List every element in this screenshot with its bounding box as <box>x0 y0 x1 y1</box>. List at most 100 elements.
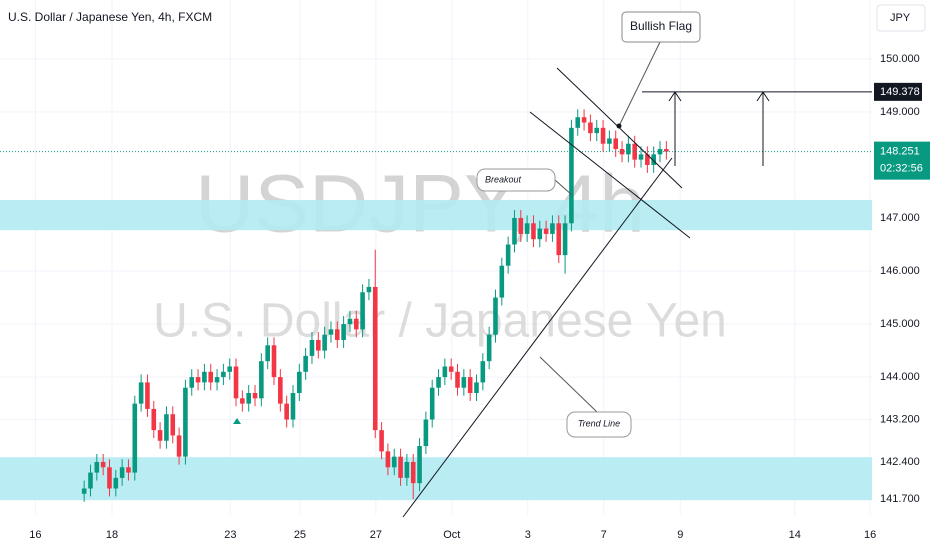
candle-body <box>398 456 403 478</box>
candle-body <box>328 329 334 335</box>
candle-body <box>391 456 397 468</box>
x-tick-label: 16 <box>864 529 876 541</box>
candle-body <box>543 228 549 234</box>
candle-body <box>119 467 125 478</box>
trend-line <box>402 157 673 518</box>
candle-body <box>183 387 188 457</box>
currency-button[interactable] <box>876 4 926 32</box>
candle-body <box>556 223 562 256</box>
candle-body <box>240 398 245 404</box>
candle-body <box>151 408 157 431</box>
candle-body <box>208 371 214 383</box>
x-tick-label: 25 <box>294 529 306 541</box>
candle-body <box>353 318 359 330</box>
candle-body <box>145 382 150 409</box>
currency: JPY <box>890 12 911 24</box>
candle-body <box>626 143 631 155</box>
candle-body <box>360 292 365 330</box>
x-tick-label: 16 <box>29 529 41 541</box>
candle-body <box>170 414 176 436</box>
target-arrowhead <box>756 91 770 102</box>
candle-body <box>233 366 239 399</box>
candle-body <box>505 244 511 266</box>
signal-marker <box>233 418 241 424</box>
candle-body <box>575 117 581 128</box>
candle-body <box>246 393 251 404</box>
x-tick-label: Oct <box>443 529 460 541</box>
candle-body <box>651 154 656 165</box>
x-tick-label: 9 <box>677 529 683 541</box>
candle-body <box>164 414 169 441</box>
flag-pointer-dot <box>616 123 622 129</box>
candle-body <box>126 467 131 473</box>
candle-body <box>81 488 87 494</box>
candle-body <box>632 143 637 160</box>
countdown: 02:32:56 <box>880 163 923 175</box>
candle-body <box>202 371 207 383</box>
support-zone <box>0 457 872 501</box>
candle-body <box>214 377 220 383</box>
candle-body <box>569 127 574 224</box>
last-price-box <box>874 141 930 180</box>
candle-body <box>638 154 644 160</box>
last-price-label: 148.251 <box>880 146 920 158</box>
candle-body <box>100 461 106 468</box>
candle-body <box>189 377 195 388</box>
candle-body <box>278 377 283 404</box>
candle-body <box>429 387 435 420</box>
candle-body <box>290 393 296 420</box>
candle-body <box>309 339 315 356</box>
candle-body <box>562 223 568 256</box>
candle-body <box>581 117 587 123</box>
candle-body <box>347 318 353 325</box>
candle-body <box>315 339 321 351</box>
candles <box>0 91 872 502</box>
x-tick-label: 18 <box>106 529 118 541</box>
candle-body <box>157 430 163 441</box>
candle-body <box>417 446 422 484</box>
candle-body <box>404 461 410 478</box>
target-arrowhead <box>668 91 682 102</box>
candle-body <box>613 138 619 150</box>
y-tick-label: 150.000 <box>880 53 920 65</box>
candle-body <box>303 355 308 372</box>
breakout-note: Breakout <box>476 168 556 192</box>
note-box <box>476 168 556 192</box>
candle-body <box>588 122 593 134</box>
zones <box>0 199 872 501</box>
drawings <box>233 41 770 518</box>
candle-body <box>531 223 536 240</box>
candle-body <box>195 377 201 383</box>
candle-body <box>113 477 119 489</box>
candle-body <box>455 371 460 388</box>
y-tick-label: 143.200 <box>880 413 920 425</box>
candle-body <box>138 382 144 404</box>
candle-body <box>480 361 486 383</box>
target-label: 149.378 <box>880 86 920 98</box>
y-tick-label: 144.000 <box>880 371 920 383</box>
x-tick-label: 27 <box>370 529 382 541</box>
flag-label: Bullish Flag <box>630 19 692 33</box>
candle-body <box>486 334 492 362</box>
candle-body <box>385 451 391 468</box>
y-tick-label: 142.400 <box>880 456 920 468</box>
candle-body <box>467 377 473 394</box>
breakout-pointer <box>554 179 573 196</box>
candle-body <box>442 366 448 378</box>
candle-body <box>493 297 498 335</box>
candle-body <box>297 371 302 394</box>
candle-body <box>461 377 467 388</box>
candle-body <box>341 324 346 340</box>
candle-body <box>436 377 441 388</box>
candle-body <box>271 345 277 378</box>
candle-body <box>132 403 138 473</box>
candle-body <box>410 461 416 484</box>
candle-body <box>518 217 524 234</box>
watermark-subtitle: U.S. Dollar / Japanese Yen <box>153 295 727 348</box>
candle-body <box>372 286 378 431</box>
candle-body <box>448 366 454 372</box>
candle-body <box>265 345 270 362</box>
candle-body <box>379 430 384 452</box>
x-tick-label: 3 <box>525 529 531 541</box>
candle-body <box>607 138 612 144</box>
